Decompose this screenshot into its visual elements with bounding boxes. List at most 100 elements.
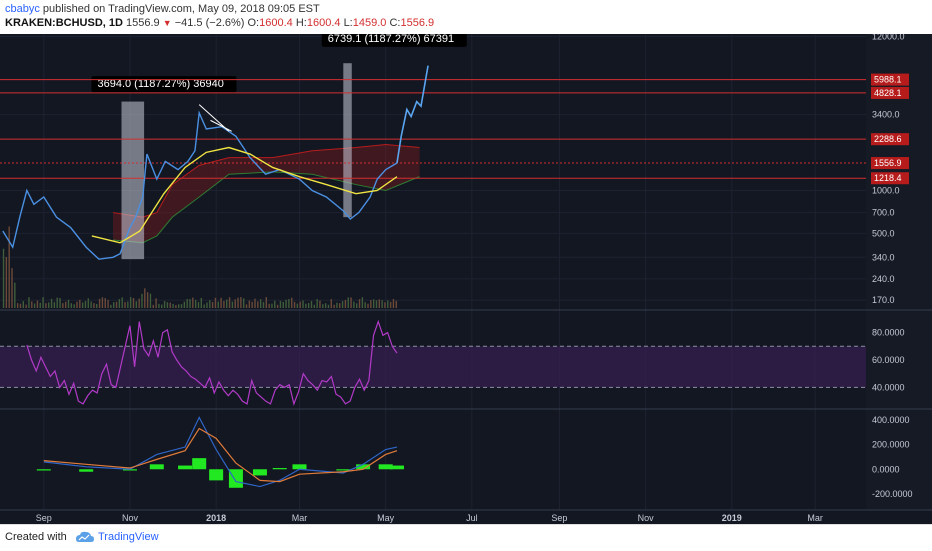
volume-bar: [155, 298, 157, 308]
volume-bar: [240, 297, 242, 308]
volume-bar: [64, 301, 67, 308]
volume-bar: [25, 304, 27, 308]
volume-bar: [214, 297, 217, 308]
volume-bar: [113, 302, 115, 308]
volume-bar: [180, 304, 183, 308]
high-value: 1600.4: [306, 17, 341, 29]
volume-bar: [158, 303, 160, 308]
moving-average-line: [91, 146, 398, 244]
volume-bar: [206, 302, 208, 308]
tradingview-link[interactable]: TradingView: [98, 531, 159, 543]
author-link[interactable]: cbabyc: [5, 3, 40, 15]
time-axis-label: 2018: [206, 513, 226, 523]
volume-bar: [178, 304, 180, 308]
volume-bar: [172, 303, 174, 308]
close-value: 1556.9: [400, 17, 435, 29]
rsi-tick-label: 40.0000: [872, 382, 905, 392]
macd-histogram-bar: [209, 469, 224, 481]
level-tag: [871, 73, 909, 86]
time-axis-label: Nov: [122, 513, 139, 523]
volume-bar: [339, 303, 341, 308]
volume-bar: [285, 299, 287, 308]
volume-bar: [115, 301, 118, 308]
price-tick-label: 700.0: [872, 208, 895, 218]
time-axis-label: Mar: [292, 513, 308, 523]
volume-bar: [36, 300, 39, 308]
volume-bar: [217, 301, 219, 308]
volume-bar: [192, 297, 194, 308]
volume-bar: [324, 303, 327, 308]
volume-bar: [14, 282, 16, 308]
volume-bar: [310, 300, 313, 308]
volume-bar: [84, 301, 87, 308]
volume-bar: [169, 302, 171, 308]
macd-tick-label: -200.0000: [872, 489, 913, 499]
volume-bar: [279, 300, 282, 308]
volume-bar: [194, 299, 197, 308]
volume-bar: [39, 302, 41, 308]
volume-bar: [19, 303, 22, 308]
low-label: L:: [343, 17, 353, 29]
volume-bar: [186, 298, 188, 308]
volume-bar: [353, 301, 355, 308]
volume-bar: [42, 297, 44, 308]
volume-bar: [333, 304, 335, 308]
rsi-band: [0, 346, 866, 388]
volume-bar: [257, 301, 259, 308]
macd-histogram-bar: [292, 464, 307, 470]
macd-histogram-bar: [122, 469, 137, 471]
symbol-label: KRAKEN:BCHUSD, 1D: [5, 17, 123, 29]
level-tag-label: 1218.4: [874, 173, 902, 183]
level-tag-label: 1556.9: [874, 158, 902, 168]
volume-bar: [341, 301, 344, 308]
volume-bar: [53, 302, 56, 308]
cloud-span-a: [112, 144, 420, 218]
volume-bar: [245, 304, 248, 308]
rsi-tick-label: 80.0000: [872, 328, 905, 338]
volume-bar: [347, 297, 349, 308]
volume-bar: [228, 297, 231, 308]
volume-bar: [76, 301, 78, 308]
chart-header: cbabyc published on TradingView.com, May…: [0, 0, 932, 34]
price-tick-label: 340.0: [872, 252, 895, 262]
volume-bar: [50, 298, 53, 308]
volume-bar: [81, 302, 84, 308]
close-label: C:: [389, 17, 401, 29]
footer: Created with TradingView: [0, 524, 932, 551]
price-tick-label: 1000.0: [872, 185, 900, 195]
low-value: 1459.0: [352, 17, 387, 29]
volume-bar: [59, 297, 61, 308]
volume-bar: [336, 302, 338, 308]
volume-bar: [319, 300, 321, 308]
created-with-text: Created with: [5, 531, 67, 543]
volume-bar: [364, 302, 366, 308]
volume-bar: [370, 300, 372, 308]
volume-bar: [392, 299, 395, 308]
macd-histogram-bar: [336, 469, 351, 471]
volume-bar: [161, 304, 163, 308]
volume-bar: [87, 298, 89, 308]
macd-signal-line: [43, 427, 398, 483]
time-axis-label: May: [377, 513, 395, 523]
price-chart-canvas[interactable]: 3694.0 (1187.27%) 36940 6739.1 (1187.27%)…: [0, 34, 932, 524]
price-axis-panel: [866, 34, 932, 510]
price-tick-label: 3400.0: [872, 110, 900, 120]
macd-histogram-bar: [389, 465, 404, 470]
volume-bar: [110, 304, 112, 308]
volume-bar: [242, 298, 245, 308]
volume-bar: [101, 297, 104, 308]
time-axis-label: Nov: [638, 513, 655, 523]
volume-bar: [121, 297, 123, 308]
macd-histogram-bar: [378, 464, 393, 470]
measure-label: 6739.1 (1187.27%) 67391: [328, 34, 454, 45]
volume-bar: [372, 299, 375, 308]
volume-bar: [56, 297, 58, 308]
volume-bar: [375, 300, 378, 308]
volume-bar: [107, 299, 109, 308]
volume-bar: [307, 302, 310, 308]
rsi-line: [26, 319, 398, 406]
volume-bar: [33, 303, 36, 308]
price-line: [2, 110, 398, 260]
volume-bar: [248, 300, 251, 308]
macd-tick-label: 200.0000: [872, 440, 910, 450]
